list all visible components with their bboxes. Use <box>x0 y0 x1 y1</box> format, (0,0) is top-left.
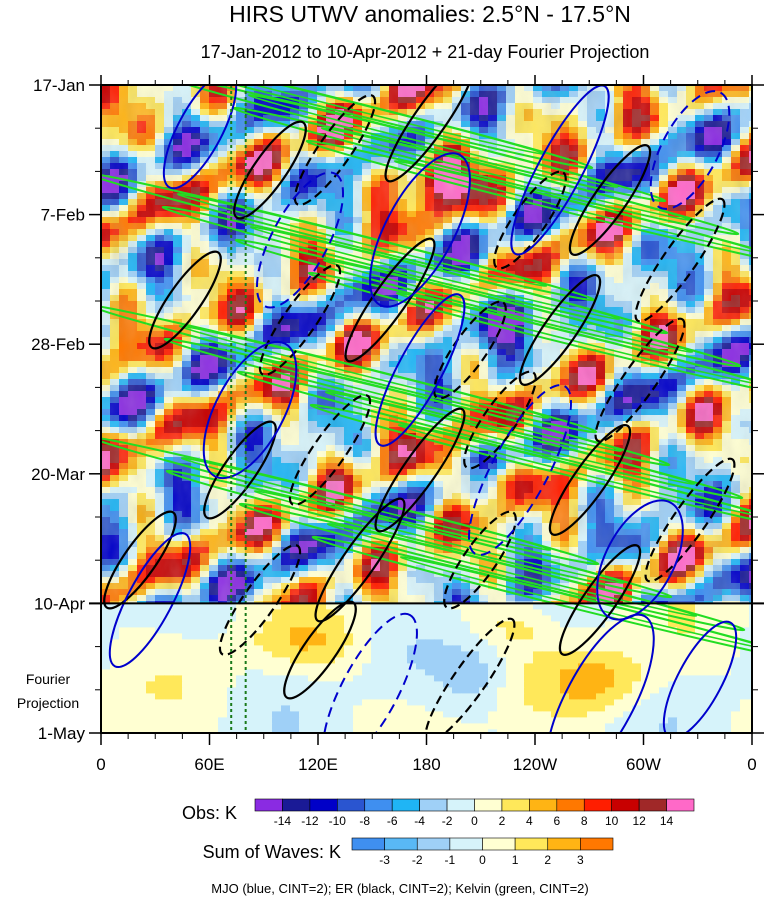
chart-title: HIRS UTWV anomalies: 2.5°N - 17.5°N <box>229 1 631 27</box>
plot-area <box>101 85 752 733</box>
chart-subtitle: 17-Jan-2012 to 10-Apr-2012 + 21-day Four… <box>201 42 650 62</box>
